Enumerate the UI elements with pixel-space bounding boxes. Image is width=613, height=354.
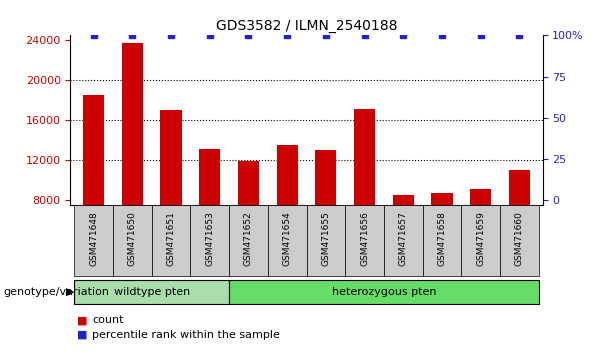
Text: GSM471651: GSM471651 [167, 211, 175, 266]
Title: GDS3582 / ILMN_2540188: GDS3582 / ILMN_2540188 [216, 19, 397, 33]
Bar [470, 189, 491, 205]
Text: ■: ■ [77, 330, 87, 339]
Text: GSM471650: GSM471650 [128, 211, 137, 266]
Text: GSM471652: GSM471652 [244, 211, 253, 266]
Bar [306, 205, 345, 276]
Bar [229, 280, 539, 304]
Bar [161, 110, 181, 205]
Bar [500, 205, 539, 276]
Bar [268, 205, 306, 276]
Text: ▶: ▶ [66, 287, 75, 297]
Bar [461, 205, 500, 276]
Text: ■: ■ [77, 315, 87, 325]
Bar [276, 145, 298, 205]
Bar [392, 195, 414, 205]
Text: wildtype pten: wildtype pten [113, 287, 190, 297]
Bar [345, 205, 384, 276]
Text: heterozygous pten: heterozygous pten [332, 287, 436, 297]
Text: GSM471655: GSM471655 [321, 211, 330, 266]
Text: GSM471648: GSM471648 [89, 211, 98, 266]
Text: GSM471657: GSM471657 [398, 211, 408, 266]
Text: GSM471654: GSM471654 [283, 211, 292, 266]
Text: GSM471656: GSM471656 [360, 211, 369, 266]
Bar [74, 280, 229, 304]
Bar [152, 205, 191, 276]
Bar [422, 205, 461, 276]
Text: GSM471658: GSM471658 [438, 211, 446, 266]
Bar [199, 149, 221, 205]
Text: GSM471660: GSM471660 [515, 211, 524, 266]
Bar [229, 205, 268, 276]
Bar [384, 205, 422, 276]
Bar [354, 109, 375, 205]
Bar [315, 150, 337, 205]
Bar [238, 161, 259, 205]
Bar [122, 44, 143, 205]
Bar [432, 193, 452, 205]
Bar [113, 205, 152, 276]
Text: genotype/variation: genotype/variation [3, 287, 109, 297]
Text: GSM471653: GSM471653 [205, 211, 215, 266]
Text: GSM471659: GSM471659 [476, 211, 485, 266]
Bar [83, 95, 104, 205]
Text: count: count [92, 315, 123, 325]
Bar [191, 205, 229, 276]
Text: percentile rank within the sample: percentile rank within the sample [92, 330, 280, 339]
Bar [509, 170, 530, 205]
Bar [74, 205, 113, 276]
